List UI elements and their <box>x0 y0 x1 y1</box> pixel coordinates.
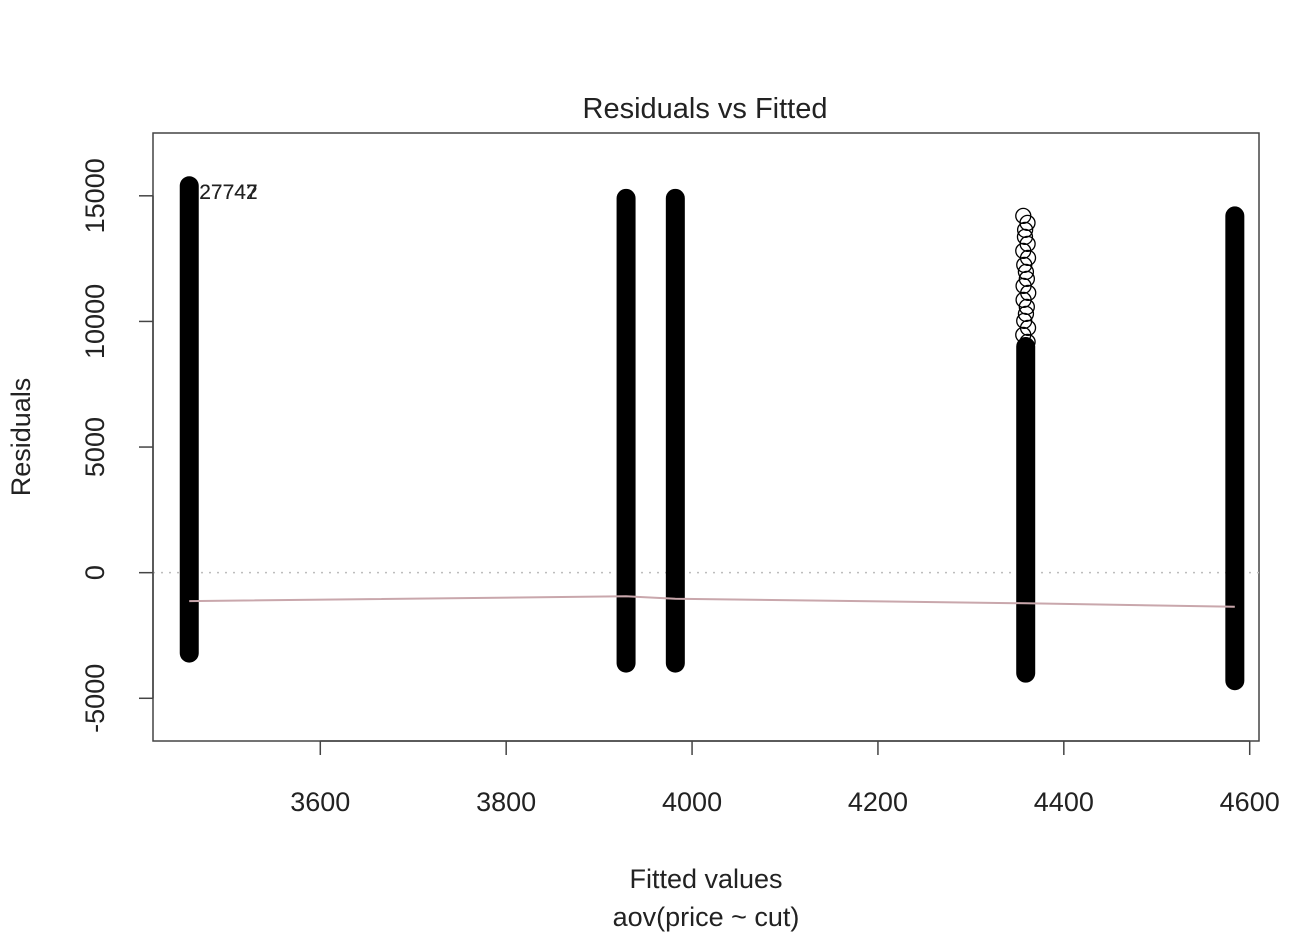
y-tick-label: -5000 <box>80 664 110 733</box>
chart-subtitle: aov(price ~ cut) <box>613 902 800 932</box>
y-axis-label: Residuals <box>6 378 36 497</box>
outlier-label: 27747 <box>199 181 257 204</box>
x-tick-label: 4200 <box>848 787 908 817</box>
residual-point <box>1019 333 1036 351</box>
residual-group-4 <box>1015 207 1037 683</box>
x-tick-label: 3600 <box>290 787 350 817</box>
x-tick-label: 4600 <box>1220 787 1280 817</box>
x-tick-label: 4000 <box>662 787 722 817</box>
y-tick-label: 15000 <box>80 158 110 233</box>
x-axis-label: Fitted values <box>629 864 782 894</box>
y-tick-label: 10000 <box>80 284 110 359</box>
residual-point <box>1017 305 1035 323</box>
residual-point <box>1016 228 1034 246</box>
x-axis: 3600 3800 4000 4200 4400 4600 <box>290 740 1280 817</box>
y-axis: -5000 0 5000 10000 15000 <box>80 158 154 733</box>
y-tick-label: 0 <box>80 565 110 580</box>
outlier-label: 27742 <box>199 181 257 204</box>
smooth-line <box>189 595 1235 608</box>
residual-point <box>1018 270 1036 288</box>
chart-title: Residuals vs Fitted <box>583 93 828 125</box>
plot-frame <box>152 132 1260 742</box>
y-tick-label: 5000 <box>80 417 110 477</box>
x-tick-label: 3800 <box>476 787 536 817</box>
x-tick-label: 4400 <box>1034 787 1094 817</box>
